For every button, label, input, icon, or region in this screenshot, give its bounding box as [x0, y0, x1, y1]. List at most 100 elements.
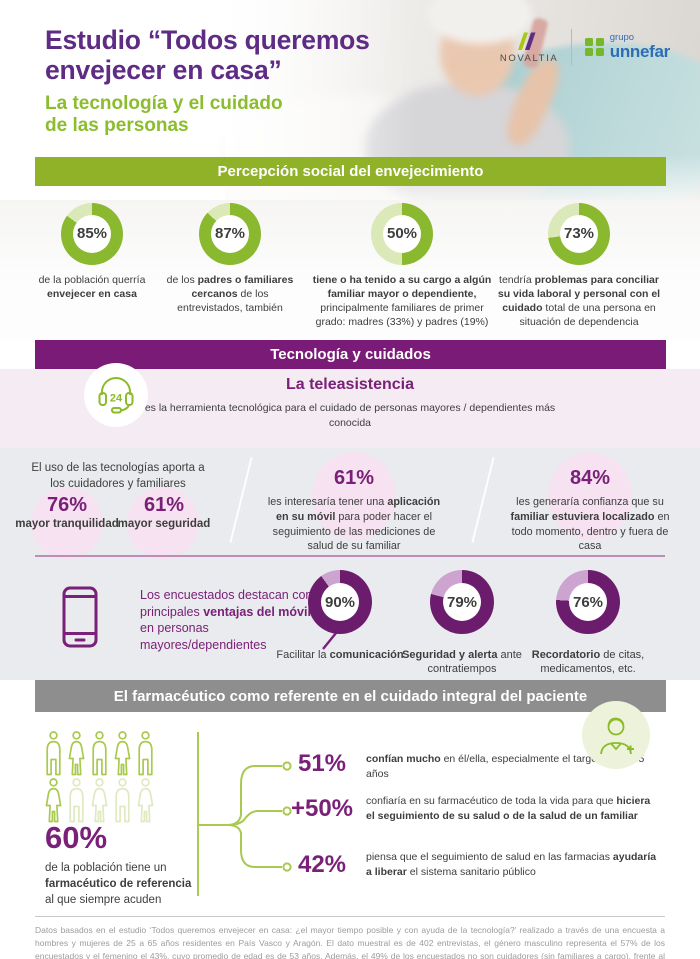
branch-connector-icon [197, 732, 292, 896]
stat-60-value: 60% [45, 820, 108, 855]
donut-value: 87% [214, 225, 246, 243]
donut-value: 50% [386, 225, 418, 243]
subtitle-line1: La tecnología y el cuidado [45, 93, 283, 114]
pink-circle [127, 487, 199, 559]
pink-circle [548, 452, 632, 540]
stats-intro: El uso de las tecnologías aporta a los c… [31, 462, 205, 490]
stat-column: 73% tendría problemas para conciliar su … [494, 203, 664, 329]
donut-caption: de la población querría envejecer en cas… [38, 274, 146, 300]
horizontal-divider [35, 555, 665, 557]
hero-header: Estudio “Todos queremos envejecer en cas… [0, 0, 700, 200]
unnefar-grupo: grupo [609, 31, 635, 43]
stat-50-text: confiaría en su farmacéutico de toda la … [366, 795, 651, 822]
logo-divider [571, 29, 573, 65]
page-subtitle: La tecnología y el cuidado de las person… [45, 93, 345, 138]
person-man-icon [69, 778, 84, 823]
footer-divider [35, 916, 665, 917]
person-woman-icon [68, 731, 85, 776]
stat-42-value: 42% [297, 851, 347, 878]
unnefar-logo: grupo unnefar [585, 33, 670, 62]
person-man-icon [92, 731, 107, 776]
unnefar-name: unnefar [609, 42, 671, 62]
stat-label: mayor seguridad [117, 518, 211, 530]
branch-lines [196, 730, 298, 903]
donut-value: 85% [76, 225, 108, 243]
stat-tranquilidad: 76% mayor tranquilidad [12, 494, 122, 530]
teleasistencia-block: 24 La teleasistencia es la herramienta t… [0, 363, 700, 448]
stat-column: 87% de los padres o familiares cercanos … [160, 203, 300, 316]
stat-42-text: piensa que el seguimiento de salud en la… [366, 851, 657, 878]
person-woman-icon [114, 731, 131, 776]
tecnologia-stats-block: El uso de las tecnologías aporta a los c… [0, 448, 700, 680]
headset-24-icon: 24 [98, 377, 134, 414]
section-banner-percepcion: Percepción social del envejecimiento [35, 157, 666, 186]
pharmacist-icon [600, 717, 634, 755]
section-banner-farmaceutico: El farmacéutico como referente en el cui… [35, 680, 666, 712]
svg-text:24: 24 [110, 393, 123, 405]
stat-column: 50% tiene o ha tenido a su cargo a algún… [306, 203, 498, 329]
person-man-icon [46, 731, 61, 776]
hero-photo [225, 0, 700, 200]
donut-chart-73: 73% [548, 203, 610, 265]
donut-chart-79: 79% [430, 570, 494, 634]
teleasistencia-title: La teleasistencia [285, 376, 415, 393]
banner-label: Tecnología y cuidados [270, 346, 431, 363]
donut-chart-50: 50% [371, 203, 433, 265]
pictogram-row [44, 778, 155, 823]
person-man-icon [138, 731, 153, 776]
title-line1: Estudio “Todos queremos [45, 25, 370, 55]
donut-chart-85: 85% [61, 203, 123, 265]
novaltia-logo: NOVALTIA [500, 31, 558, 64]
footer: Datos basados en el estudio ‘Todos quere… [0, 915, 700, 959]
donut-caption: tendría problemas para conciliar su vida… [497, 274, 661, 328]
stat-50-value: +50% [290, 795, 354, 822]
pink-circle [312, 452, 396, 540]
novaltia-wordmark: NOVALTIA [499, 52, 559, 64]
pink-circle [31, 487, 103, 559]
donut-value: 90% [324, 593, 356, 611]
section-banner-tecnologia: Tecnología y cuidados [35, 340, 666, 369]
donut-chart-87: 87% [199, 203, 261, 265]
teleasistencia-desc: es la herramienta tecnológica para el cu… [144, 402, 556, 429]
donut-caption: de los padres o familiares cercanos de l… [166, 274, 294, 314]
stat-label: mayor tranquilidad [15, 518, 119, 530]
donut-caption: Recordatorio de citas, medicamentos, etc… [531, 649, 645, 676]
diagonal-divider [229, 457, 253, 543]
stat-51-value: 51% [297, 750, 347, 777]
person-man-icon [115, 778, 130, 823]
subtitle-line2: de las personas [45, 115, 189, 137]
stat-app: 61% les interesaría tener una aplicación… [266, 465, 442, 554]
mobile-advantages-text: Los encuestados destacan como principale… [140, 588, 323, 652]
stat-value: 61% [143, 494, 185, 516]
stat-text: les interesaría tener una aplicación en … [267, 496, 441, 553]
page-title: Estudio “Todos queremos envejecer en cas… [45, 25, 385, 86]
stat-value: 84% [569, 467, 611, 489]
pictogram-row [44, 731, 155, 776]
stat-value: 76% [46, 494, 88, 516]
banner-label: El farmacéutico como referente en el cui… [113, 687, 588, 705]
donut-chart-76: 76% [556, 570, 620, 634]
donut-chart-90: 90% [308, 570, 372, 634]
logos: NOVALTIA grupo unnefar [500, 29, 670, 65]
smartphone-icon [62, 586, 98, 648]
person-woman-icon [137, 778, 154, 823]
novaltia-mark-icon [518, 32, 536, 50]
population-pictogram [44, 731, 155, 823]
diagonal-divider [471, 457, 495, 543]
footer-note: Datos basados en el estudio ‘Todos quere… [35, 925, 665, 959]
stat-seguridad: 61% mayor seguridad [110, 494, 218, 530]
banner-label: Percepción social del envejecimiento [217, 163, 484, 180]
farmaceutico-block: 60% de la población tiene un farmacéutic… [0, 701, 700, 915]
smartphone-badge [62, 586, 98, 653]
donut-value: 76% [572, 593, 604, 611]
headset-24-badge: 24 [84, 363, 148, 427]
stat-value: 61% [333, 467, 375, 489]
title-line2: envejecer en casa” [45, 54, 282, 85]
stat-text: les generaría confianza que su familiar … [510, 496, 670, 553]
stat-localizado: 84% les generaría confianza que su famil… [502, 465, 678, 554]
pharmacist-badge [582, 701, 650, 769]
person-woman-icon [45, 778, 62, 823]
stat-60-desc: de la población tiene un farmacéutico de… [45, 862, 192, 906]
donut-value: 79% [446, 593, 478, 611]
